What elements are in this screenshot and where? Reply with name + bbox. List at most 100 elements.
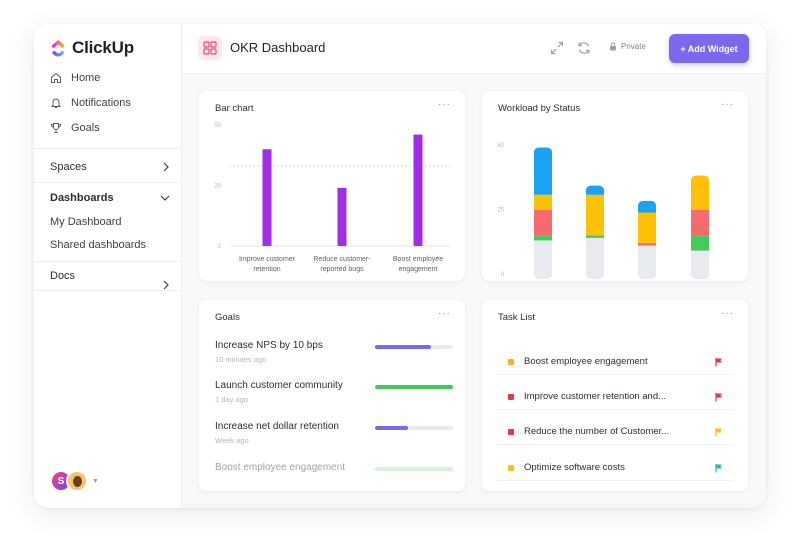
- page-title: OKR Dashboard: [230, 40, 326, 55]
- priority-flag-icon[interactable]: [714, 392, 724, 402]
- task-row[interactable]: Optimize software costs: [496, 455, 734, 481]
- widget-menu-button[interactable]: ···: [721, 308, 734, 319]
- widget-title: Task List: [498, 312, 535, 323]
- widget-menu-button[interactable]: ···: [721, 99, 734, 110]
- task-name: Boost employee engagement: [524, 356, 648, 367]
- logo[interactable]: ClickUp: [50, 38, 134, 58]
- x-tick-label: Improve customer: [239, 256, 296, 263]
- stacked-bar[interactable]: [586, 185, 604, 279]
- app-window: ClickUp Home Notifications Goals Spaces …: [34, 24, 766, 508]
- task-status-dot: [508, 428, 514, 435]
- sidebar-divider: [34, 182, 182, 183]
- brand-name: ClickUp: [72, 38, 134, 57]
- task-row[interactable]: Reduce the number of Customer...: [496, 419, 734, 445]
- bar-segment[interactable]: [534, 209, 552, 236]
- y-tick-label: 25: [497, 208, 504, 214]
- sidebar-item-shared-dashboards[interactable]: Shared dashboards: [50, 239, 147, 251]
- sidebar-item-my-dashboard[interactable]: My Dashboard: [50, 216, 122, 228]
- lock-icon: [610, 42, 616, 51]
- sidebar: ClickUp Home Notifications Goals Spaces …: [34, 24, 182, 508]
- expand-icon[interactable]: [550, 41, 564, 55]
- widget-menu-button[interactable]: ···: [438, 99, 451, 110]
- bar-segment[interactable]: [638, 245, 656, 276]
- dashboard-icon: [198, 36, 222, 60]
- goal-timestamp: 10 minutes ago: [215, 355, 267, 364]
- sidebar-section-dashboards[interactable]: Dashboards: [34, 192, 182, 204]
- section-label: Dashboards: [50, 192, 114, 204]
- goal-timestamp: Week ago: [215, 436, 249, 445]
- workload-by-status-widget: Workload by Status ··· 02550Q1Q2Q3Q4: [482, 91, 748, 281]
- bar-segment[interactable]: [586, 235, 604, 238]
- goal-item[interactable]: Increase NPS by 10 bps 10 minutes ago: [215, 340, 455, 364]
- goal-item[interactable]: Boost employee engagement: [215, 462, 455, 473]
- bar[interactable]: [262, 149, 272, 246]
- task-name: Optimize software costs: [524, 462, 625, 473]
- priority-flag-icon[interactable]: [714, 357, 724, 367]
- widget-title: Workload by Status: [498, 103, 581, 114]
- refresh-icon[interactable]: [577, 41, 591, 55]
- stacked-bar[interactable]: [534, 147, 552, 279]
- bar-cap-top: [586, 185, 604, 195]
- sidebar-item-label: Home: [71, 72, 101, 84]
- sidebar-section-docs[interactable]: Docs: [34, 270, 182, 290]
- bar-cap-top: [534, 147, 552, 157]
- priority-flag-icon[interactable]: [714, 463, 724, 473]
- bar-cap-bottom: [691, 270, 709, 279]
- bar[interactable]: [413, 134, 423, 246]
- bar-segment[interactable]: [534, 240, 552, 276]
- privacy-toggle[interactable]: Private: [609, 42, 646, 51]
- goal-progress-fill: [375, 345, 432, 349]
- home-icon: [51, 72, 61, 83]
- y-tick-label: 0: [501, 272, 505, 278]
- bar-segment[interactable]: [638, 242, 656, 246]
- sidebar-divider: [34, 148, 182, 149]
- header: OKR Dashboard Private + Add Widget: [182, 24, 766, 74]
- bar-segment[interactable]: [691, 250, 709, 276]
- bar-segment[interactable]: [586, 237, 604, 276]
- sidebar-item-label: Notifications: [71, 97, 131, 109]
- task-row[interactable]: Boost employee engagement: [496, 349, 734, 375]
- bar-segment[interactable]: [691, 179, 709, 210]
- bar[interactable]: [337, 187, 347, 246]
- sidebar-section-spaces[interactable]: Spaces: [34, 161, 182, 173]
- goal-progress-bar: [375, 345, 453, 349]
- user-menu[interactable]: S ▼: [50, 470, 99, 492]
- bar-segment[interactable]: [691, 235, 709, 251]
- sidebar-item-notifications[interactable]: Notifications: [50, 97, 131, 109]
- priority-flag-icon[interactable]: [714, 427, 724, 437]
- goal-item[interactable]: Launch customer community 1 day ago: [215, 380, 455, 404]
- goal-item[interactable]: Increase net dollar retention Week ago: [215, 421, 455, 445]
- goal-progress-bar: [375, 385, 453, 389]
- bar-segment[interactable]: [534, 151, 552, 195]
- chevron-right-icon: [163, 280, 169, 290]
- bar-segment[interactable]: [586, 194, 604, 236]
- x-tick-label: Reduce customer-: [313, 256, 371, 263]
- goal-progress-bar: [375, 467, 453, 471]
- sidebar-item-home[interactable]: Home: [50, 72, 100, 84]
- chevron-right-icon: [163, 162, 169, 172]
- bell-icon: [50, 98, 62, 108]
- goal-name: Launch customer community: [215, 380, 343, 391]
- chevron-down-icon: [160, 195, 170, 201]
- x-tick-label: reported bugs: [320, 266, 364, 273]
- task-name: Reduce the number of Customer...: [524, 426, 670, 437]
- privacy-label: Private: [621, 42, 646, 51]
- stacked-bar[interactable]: [638, 200, 656, 279]
- add-widget-button[interactable]: + Add Widget: [669, 34, 749, 63]
- trophy-icon: [50, 123, 62, 133]
- stacked-bar[interactable]: [691, 175, 709, 279]
- sidebar-item-goals[interactable]: Goals: [50, 122, 100, 134]
- bar-segment[interactable]: [691, 209, 709, 236]
- widget-menu-button[interactable]: ···: [438, 308, 451, 319]
- task-status-dot: [508, 393, 514, 400]
- task-row[interactable]: Improve customer retention and...: [496, 384, 734, 410]
- sidebar-divider: [34, 290, 182, 291]
- goal-progress-fill: [375, 467, 453, 471]
- widget-title: Goals: [215, 312, 240, 323]
- task-name: Improve customer retention and...: [524, 391, 667, 402]
- sidebar-divider: [34, 261, 182, 262]
- y-tick-label: 0: [218, 244, 222, 250]
- bar-segment[interactable]: [534, 194, 552, 210]
- bar-segment[interactable]: [534, 235, 552, 241]
- bar-segment[interactable]: [638, 212, 656, 243]
